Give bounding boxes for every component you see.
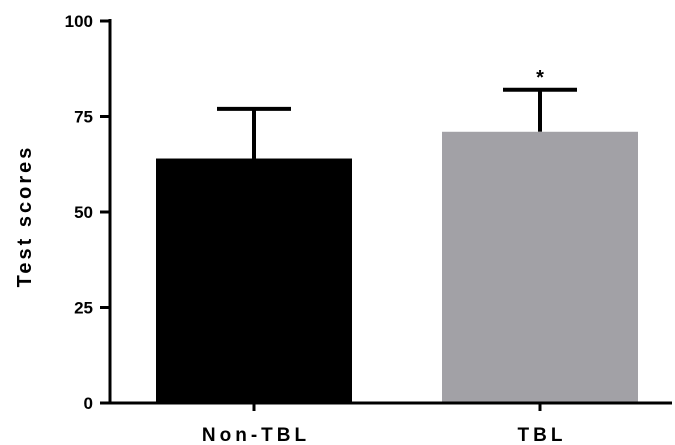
y-tick-label-75: 75 [74,108,93,127]
x-tick-label-tbl: TBL [518,425,567,445]
x-tick-label-non-tbl: Non-TBL [202,425,310,445]
y-tick-label-100: 100 [65,12,93,31]
y-tick-label-0: 0 [84,394,93,413]
significance-marker-tbl: * [536,67,544,89]
y-axis-title: Test scores [14,145,36,288]
plot-area: Non-TBL * TBL 0 25 50 75 100 [65,12,672,445]
bar-non-tbl [156,158,352,403]
bar-tbl [442,131,638,403]
y-tick-label-50: 50 [74,203,93,222]
y-tick-label-25: 25 [74,299,93,318]
